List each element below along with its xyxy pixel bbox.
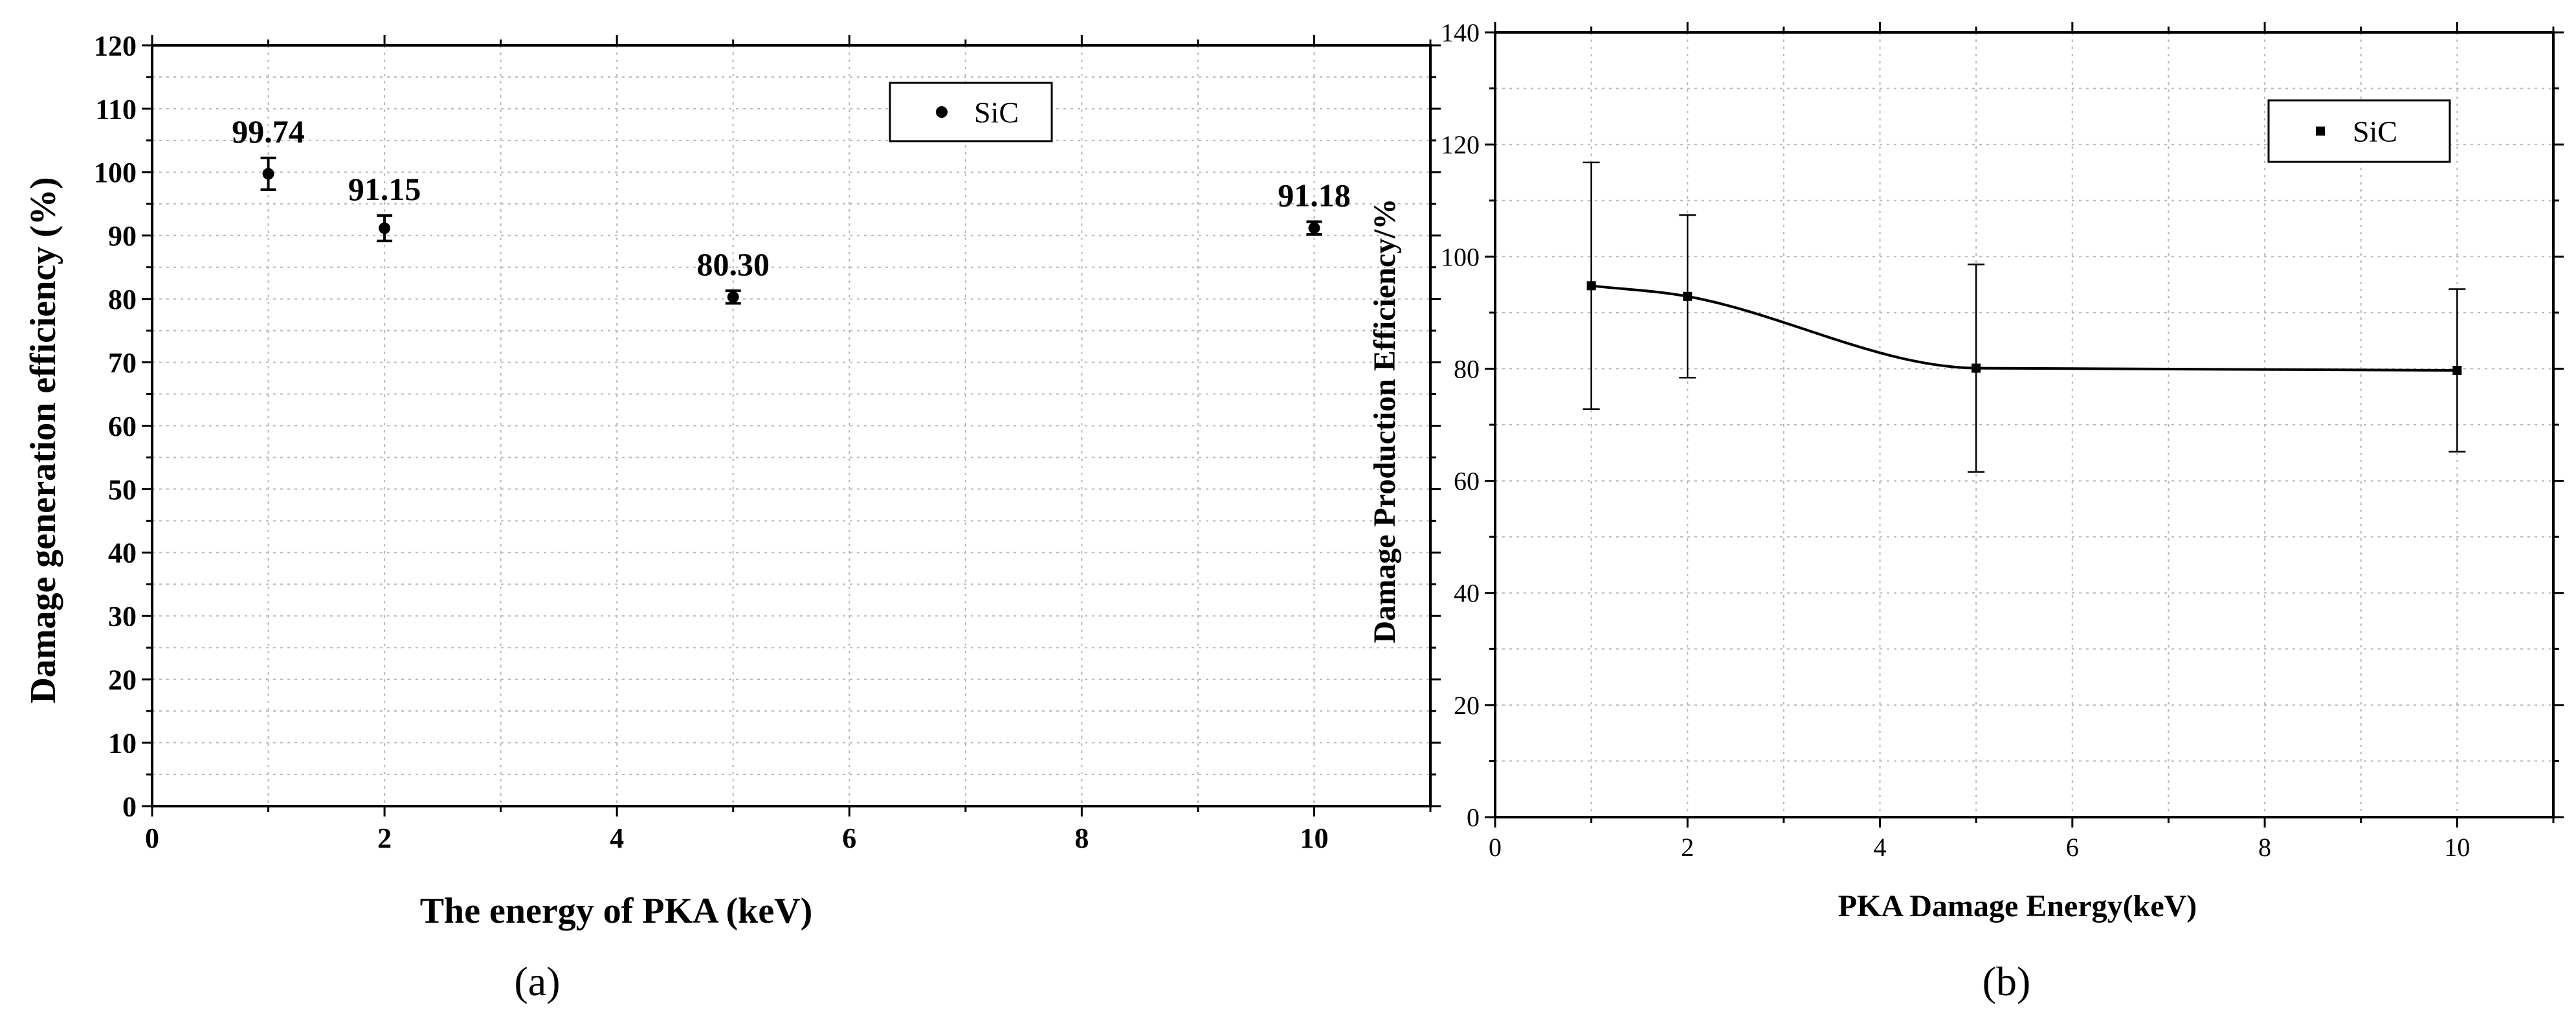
panel-label: (b) [1982,958,2031,1004]
data-label: 99.74 [232,113,305,150]
y-tick-label: 80 [1454,354,1480,383]
x-tick-label: 6 [2066,833,2079,862]
fit-curve [1591,284,2458,372]
x-tick-label: 10 [2444,833,2470,862]
data-point [1683,291,1693,301]
legend-box [2267,99,2451,163]
panel-label: (a) [514,958,560,1004]
legend-label: SiC [2353,115,2397,148]
y-tick-label: 90 [108,220,137,252]
y-tick-label: 20 [1454,691,1480,720]
data-label: 80.30 [696,246,770,282]
x-tick-label: 0 [1489,833,1502,862]
data-point [379,222,391,234]
x-tick-label: 10 [1300,822,1328,854]
y-tick-label: 40 [1454,579,1480,608]
y-tick-label: 60 [1454,467,1480,496]
legend-marker [2316,126,2325,136]
y-tick-label: 140 [1441,18,1480,47]
data-label: 91.18 [1278,177,1351,213]
legend-label: SiC [974,96,1019,129]
x-tick-label: 2 [377,822,392,854]
y-tick-label: 110 [95,93,137,125]
x-tick-label: 0 [145,822,159,854]
data-point [1586,281,1596,291]
y-tick-label: 120 [1441,130,1480,159]
x-tick-label: 2 [1681,833,1694,862]
y-tick-label: 10 [108,727,137,759]
x-tick-label: 8 [1074,822,1089,854]
y-tick-label: 20 [108,664,137,696]
y-axis-title: Damage generation efficiency (%) [23,177,63,703]
y-tick-label: 120 [94,30,137,62]
x-tick-label: 8 [2258,833,2271,862]
x-axis-title: PKA Damage Energy(keV) [1838,889,2197,923]
y-tick-label: 50 [108,474,137,506]
data-point [727,291,739,303]
legend-marker [936,106,948,118]
y-tick-label: 0 [122,791,137,822]
x-tick-label: 4 [1874,833,1887,862]
data-label: 91.15 [348,171,421,207]
y-tick-label: 30 [108,601,137,633]
x-tick-label: 6 [842,822,856,854]
x-tick-label: 4 [610,822,624,854]
legend-box [889,82,1053,142]
y-tick-label: 100 [1441,242,1480,271]
y-tick-label: 0 [1467,803,1480,832]
y-tick-label: 80 [108,284,137,315]
data-point [2452,366,2462,376]
y-axis-title: Damage Production Efficiency/% [1368,198,1402,643]
y-tick-label: 100 [94,157,137,188]
data-point [1308,222,1320,234]
data-point [262,168,274,180]
y-tick-label: 60 [108,411,137,442]
y-tick-label: 70 [108,347,137,379]
y-tick-label: 40 [108,537,137,569]
x-axis-title: The energy of PKA (keV) [420,891,813,931]
data-point [1971,363,1981,373]
